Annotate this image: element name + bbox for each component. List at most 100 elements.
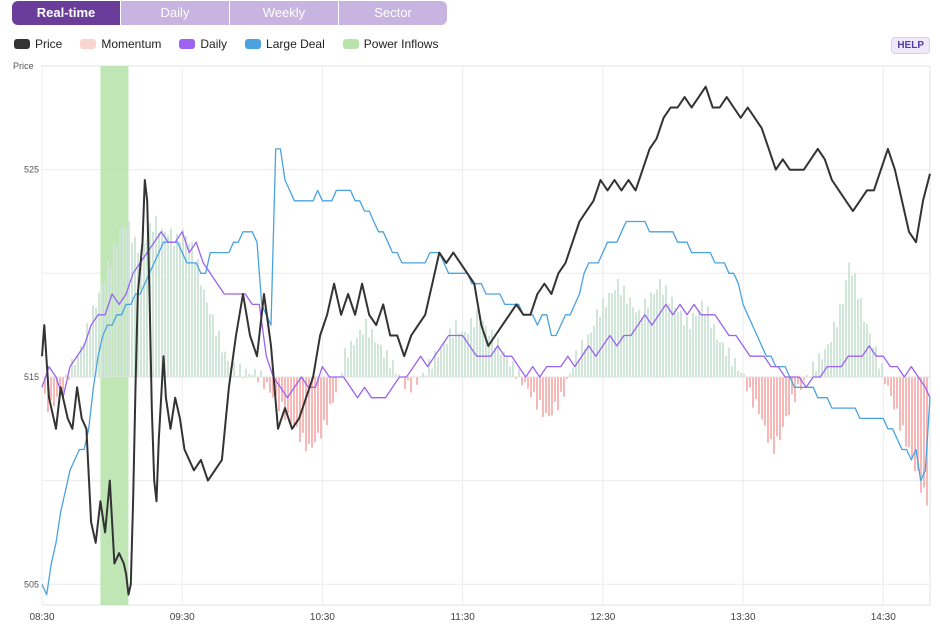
momentum-bar	[503, 351, 505, 377]
momentum-bar	[257, 376, 259, 383]
momentum-bar	[776, 376, 778, 437]
momentum-bar	[905, 376, 907, 447]
momentum-bar	[917, 376, 919, 471]
momentum-bar	[686, 316, 688, 377]
momentum-bar	[695, 315, 697, 377]
momentum-bar	[785, 376, 787, 417]
momentum-bar	[71, 358, 73, 377]
legend-swatch-large-deal	[245, 39, 262, 49]
momentum-bar	[335, 376, 337, 393]
momentum-bar	[536, 376, 538, 410]
momentum-bar	[857, 298, 859, 377]
momentum-bar	[839, 304, 841, 377]
momentum-bar	[734, 358, 736, 377]
momentum-bar	[869, 333, 871, 377]
momentum-bar	[584, 348, 586, 377]
momentum-bar	[329, 376, 331, 405]
momentum-bar	[182, 229, 184, 377]
momentum-bar	[671, 296, 673, 377]
help-button[interactable]: HELP	[891, 37, 930, 54]
momentum-bar	[740, 372, 742, 377]
momentum-bar	[116, 245, 118, 377]
momentum-bar	[365, 318, 367, 377]
momentum-bar	[449, 328, 451, 377]
momentum-bar	[356, 337, 358, 377]
momentum-bar	[383, 358, 385, 377]
momentum-bar	[254, 368, 256, 377]
momentum-bar	[851, 275, 853, 377]
momentum-bar	[815, 371, 817, 377]
momentum-bar	[206, 302, 208, 377]
momentum-bar	[56, 376, 58, 397]
momentum-bar	[209, 313, 211, 377]
momentum-bar	[266, 376, 268, 383]
momentum-bar	[824, 349, 826, 377]
momentum-bar	[143, 243, 145, 377]
momentum-bar	[800, 376, 802, 390]
momentum-bar	[245, 368, 247, 377]
legend-item-power-inflows[interactable]: Power Inflows	[342, 37, 438, 51]
momentum-bar	[830, 342, 832, 377]
momentum-bar	[68, 376, 70, 380]
momentum-bar	[758, 376, 760, 415]
momentum-bar	[89, 328, 91, 377]
legend-item-large-deal[interactable]: Large Deal	[245, 37, 325, 51]
x-tick-label: 13:30	[731, 612, 756, 623]
momentum-bar	[707, 306, 709, 377]
legend-item-momentum[interactable]: Momentum	[80, 37, 161, 51]
momentum-bar	[782, 376, 784, 428]
legend-item-price[interactable]: Price	[14, 37, 62, 51]
momentum-bar	[743, 373, 745, 377]
momentum-bar	[314, 376, 316, 443]
tab-real-time[interactable]: Real-time	[12, 1, 120, 25]
momentum-bar	[650, 292, 652, 377]
momentum-bar	[794, 376, 796, 403]
momentum-bar	[65, 374, 67, 377]
momentum-bar	[146, 239, 148, 377]
legend-label-price: Price	[35, 37, 63, 51]
momentum-bar	[482, 320, 484, 377]
momentum-bar	[881, 363, 883, 377]
momentum-bar	[359, 329, 361, 377]
momentum-bar	[806, 374, 808, 377]
momentum-bar	[161, 228, 163, 377]
momentum-bar	[422, 372, 424, 377]
momentum-bar	[752, 376, 754, 408]
price-line	[41, 85, 931, 596]
momentum-bar	[899, 376, 901, 431]
momentum-bar	[152, 231, 154, 377]
momentum-bar	[701, 300, 703, 377]
momentum-bar	[479, 322, 481, 377]
tab-daily[interactable]: Daily	[121, 1, 229, 25]
momentum-bar	[290, 376, 292, 425]
momentum-bar	[428, 359, 430, 377]
momentum-bar	[599, 316, 601, 377]
momentum-bar	[572, 367, 574, 377]
momentum-bar	[344, 348, 346, 377]
momentum-bar	[350, 341, 352, 377]
legend-swatch-daily	[179, 39, 196, 49]
momentum-bar	[665, 285, 667, 377]
momentum-bar	[827, 344, 829, 377]
momentum-bar	[545, 376, 547, 413]
momentum-bar	[221, 352, 223, 377]
momentum-bar	[386, 349, 388, 377]
momentum-bar	[212, 314, 214, 377]
legend-item-daily[interactable]: Daily	[179, 37, 227, 51]
momentum-bar	[179, 242, 181, 377]
tab-weekly[interactable]: Weekly	[230, 1, 338, 25]
momentum-bar	[44, 376, 46, 394]
momentum-bar	[59, 376, 61, 392]
momentum-bar	[836, 327, 838, 377]
tab-sector[interactable]: Sector	[339, 1, 447, 25]
momentum-bar	[803, 376, 805, 381]
momentum-bar	[125, 227, 127, 377]
momentum-bar	[500, 354, 502, 377]
momentum-bar	[530, 376, 532, 398]
y-tick-label: 525	[24, 165, 39, 175]
momentum-bar	[692, 312, 694, 377]
momentum-bar	[92, 305, 94, 377]
momentum-bar	[167, 235, 169, 377]
momentum-bar	[524, 376, 526, 383]
